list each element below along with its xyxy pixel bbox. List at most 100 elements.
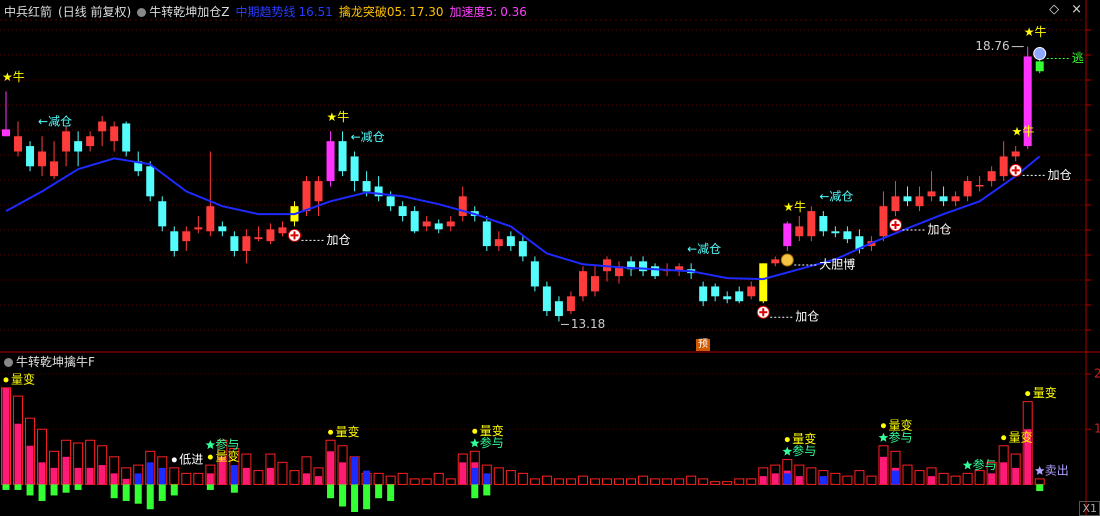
candle-body bbox=[110, 126, 119, 142]
candle-body bbox=[963, 181, 972, 197]
annotation: 量变 bbox=[336, 424, 360, 439]
annotation: ★牛 bbox=[2, 69, 25, 84]
candle-body bbox=[482, 221, 491, 247]
bar bbox=[650, 478, 661, 485]
bar bbox=[421, 478, 432, 485]
candle-body bbox=[38, 151, 47, 167]
low-label: 13.18 bbox=[571, 317, 605, 331]
bar bbox=[122, 484, 130, 501]
bar bbox=[86, 467, 94, 485]
candle-body bbox=[170, 231, 179, 251]
candle-body bbox=[615, 266, 624, 277]
candle-body bbox=[350, 156, 359, 182]
candle-body bbox=[194, 227, 203, 230]
annotation: ★牛 bbox=[1024, 24, 1047, 39]
candle-body bbox=[711, 286, 720, 297]
icon[interactable] bbox=[4, 358, 13, 367]
candle-body bbox=[134, 161, 143, 172]
bar bbox=[110, 484, 118, 499]
annotation: 加仓 bbox=[927, 223, 951, 237]
readout-name: 中期趋势线 bbox=[235, 5, 296, 19]
candle-body bbox=[807, 211, 816, 237]
bar bbox=[842, 475, 853, 485]
annotation: 量变 bbox=[1033, 385, 1057, 400]
corner-label: X1 bbox=[1079, 501, 1100, 516]
annotation: 加仓 bbox=[1048, 168, 1072, 182]
bar bbox=[445, 478, 456, 485]
candle-body bbox=[26, 146, 35, 167]
candle-body bbox=[831, 231, 840, 234]
bar bbox=[891, 470, 899, 485]
bar bbox=[158, 467, 166, 485]
icon bbox=[784, 437, 790, 443]
candle-body bbox=[242, 236, 251, 251]
candle-body bbox=[374, 186, 383, 197]
bar bbox=[277, 461, 288, 485]
candle-body bbox=[62, 131, 71, 152]
readout-value: 0.36 bbox=[500, 5, 527, 19]
bar bbox=[363, 470, 371, 485]
annotation: 参与 bbox=[792, 443, 816, 458]
candle-body bbox=[759, 263, 768, 302]
bar bbox=[819, 476, 827, 485]
bar bbox=[181, 472, 192, 485]
bar bbox=[375, 484, 383, 499]
icon bbox=[880, 423, 886, 429]
bar bbox=[493, 467, 504, 485]
control[interactable]: ◇ bbox=[1049, 2, 1060, 17]
candle-body bbox=[603, 259, 611, 272]
bar bbox=[866, 475, 877, 485]
bar bbox=[734, 478, 745, 485]
bar bbox=[26, 445, 34, 485]
icon[interactable] bbox=[137, 8, 147, 17]
bar bbox=[759, 476, 767, 485]
candle-body bbox=[98, 121, 107, 132]
bar bbox=[1024, 429, 1032, 485]
annotation: 加仓 bbox=[795, 310, 819, 324]
bar bbox=[218, 456, 226, 485]
candle-body bbox=[146, 166, 155, 197]
bar bbox=[146, 462, 154, 485]
icon bbox=[472, 428, 478, 434]
candle-body bbox=[651, 266, 660, 277]
bar bbox=[206, 484, 214, 490]
candle-body bbox=[939, 196, 948, 202]
bar bbox=[686, 475, 697, 485]
bar bbox=[62, 456, 70, 485]
icon bbox=[205, 440, 216, 450]
icon bbox=[1035, 465, 1045, 475]
bar bbox=[879, 456, 887, 485]
bar bbox=[50, 467, 58, 485]
bar bbox=[1010, 453, 1021, 485]
stock-name: 中兵红箭 bbox=[4, 5, 53, 19]
icon bbox=[1025, 391, 1031, 397]
bar bbox=[602, 478, 612, 485]
readout-name: 加速度5: bbox=[449, 5, 498, 19]
bar bbox=[134, 473, 142, 485]
panel-title: 牛转乾坤擒牛F bbox=[4, 353, 95, 370]
candle-body bbox=[314, 181, 323, 202]
annotation: 参与 bbox=[480, 435, 504, 450]
candle-body bbox=[590, 276, 599, 292]
control[interactable]: × bbox=[1071, 2, 1082, 17]
candle-body bbox=[747, 286, 756, 297]
bar bbox=[710, 481, 721, 485]
candle-body bbox=[879, 206, 888, 237]
bar bbox=[565, 478, 576, 485]
candle-body bbox=[74, 141, 83, 152]
candle-body bbox=[795, 226, 804, 237]
bar bbox=[626, 478, 637, 485]
bar bbox=[950, 475, 961, 485]
window-controls: ◇ × bbox=[1037, 2, 1082, 17]
candle-body bbox=[843, 231, 852, 240]
bar bbox=[614, 478, 625, 485]
candle-body bbox=[398, 206, 407, 217]
annotation: ←减仓 bbox=[38, 115, 72, 129]
bar bbox=[397, 472, 408, 485]
candle-body bbox=[783, 223, 792, 247]
bar bbox=[253, 470, 264, 485]
candle-body bbox=[735, 291, 744, 302]
bar bbox=[974, 470, 985, 485]
candle-body bbox=[434, 223, 443, 230]
candle-body bbox=[566, 296, 575, 312]
